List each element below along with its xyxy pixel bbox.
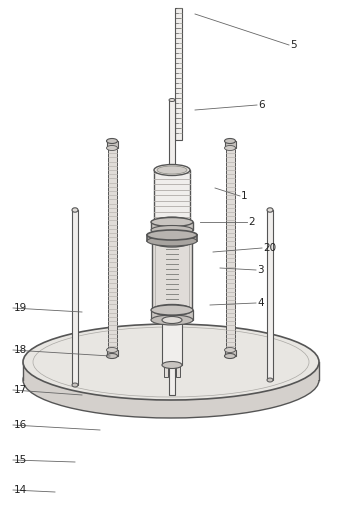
Ellipse shape xyxy=(72,383,78,387)
Ellipse shape xyxy=(106,146,118,151)
Ellipse shape xyxy=(23,342,319,418)
Text: 14: 14 xyxy=(14,485,27,495)
Bar xyxy=(154,170,190,222)
Polygon shape xyxy=(23,362,319,380)
Bar xyxy=(162,320,182,365)
Bar xyxy=(176,352,180,377)
Ellipse shape xyxy=(162,316,182,323)
Bar xyxy=(72,210,78,385)
Ellipse shape xyxy=(147,236,197,246)
Ellipse shape xyxy=(106,353,118,358)
Ellipse shape xyxy=(224,353,236,358)
Ellipse shape xyxy=(152,305,192,315)
Text: 15: 15 xyxy=(14,455,27,465)
Ellipse shape xyxy=(154,217,190,227)
Text: 19: 19 xyxy=(14,303,27,313)
Bar xyxy=(224,350,236,356)
Text: 6: 6 xyxy=(258,100,265,110)
Ellipse shape xyxy=(151,305,193,315)
Ellipse shape xyxy=(267,378,273,382)
Ellipse shape xyxy=(162,361,182,369)
Bar xyxy=(107,148,117,350)
Bar xyxy=(164,352,180,356)
Bar xyxy=(267,210,273,380)
Ellipse shape xyxy=(151,315,193,325)
Ellipse shape xyxy=(106,138,118,143)
Ellipse shape xyxy=(224,138,236,143)
Bar xyxy=(147,235,197,241)
Ellipse shape xyxy=(152,235,192,247)
Bar xyxy=(106,141,118,148)
Ellipse shape xyxy=(169,98,175,101)
Text: 16: 16 xyxy=(14,420,27,430)
Ellipse shape xyxy=(23,324,319,400)
Ellipse shape xyxy=(72,208,78,212)
Text: 3: 3 xyxy=(257,265,264,275)
Text: 5: 5 xyxy=(290,40,297,50)
Bar xyxy=(164,352,168,377)
Bar xyxy=(224,141,236,148)
Ellipse shape xyxy=(151,226,193,235)
Bar xyxy=(151,222,193,230)
Bar xyxy=(151,310,193,320)
Ellipse shape xyxy=(157,166,187,174)
Bar xyxy=(106,350,118,356)
Ellipse shape xyxy=(106,347,118,352)
Ellipse shape xyxy=(151,218,193,227)
Bar xyxy=(225,148,235,350)
Ellipse shape xyxy=(147,230,197,240)
Ellipse shape xyxy=(267,208,273,212)
Text: 1: 1 xyxy=(241,191,248,201)
Ellipse shape xyxy=(224,146,236,151)
Text: 18: 18 xyxy=(14,345,27,355)
Ellipse shape xyxy=(224,347,236,352)
Bar xyxy=(175,8,182,140)
Text: 4: 4 xyxy=(257,298,264,308)
Text: 17: 17 xyxy=(14,385,27,395)
Text: 2: 2 xyxy=(248,217,255,227)
Text: 20: 20 xyxy=(263,243,276,253)
Bar xyxy=(152,241,192,310)
Ellipse shape xyxy=(154,164,190,175)
Bar xyxy=(169,100,175,395)
